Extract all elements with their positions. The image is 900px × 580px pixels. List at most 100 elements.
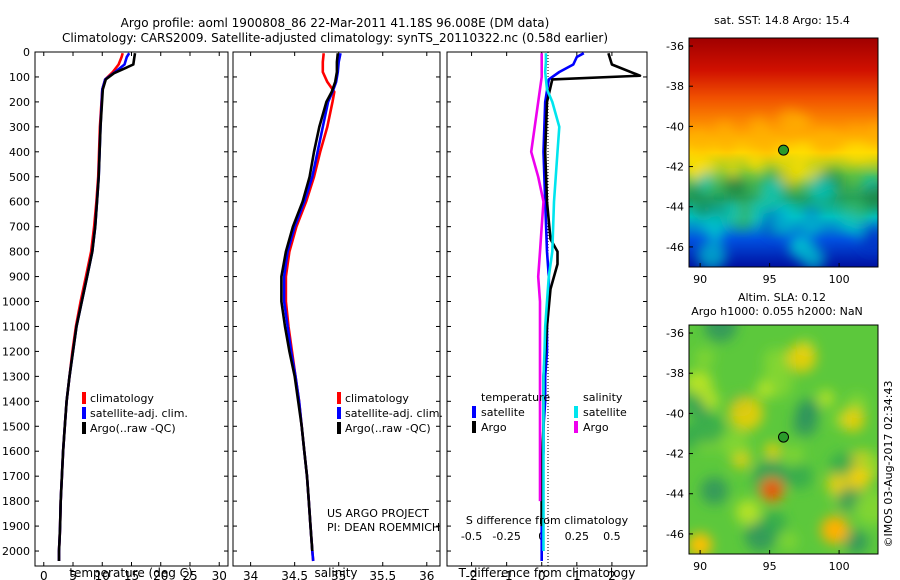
lat-tick-label: -38 (666, 367, 684, 380)
lat-tick-label: -40 (666, 407, 684, 420)
lon-tick-label: 90 (693, 273, 707, 286)
sla-texture-blob (689, 370, 713, 397)
lon-tick-label: 95 (763, 560, 777, 573)
y-tick-label: 600 (9, 196, 30, 209)
legend-label-s-satellite: satellite (583, 406, 627, 419)
sst-texture-blob (690, 137, 702, 150)
sst-texture-blob (689, 185, 703, 199)
salinity-panel: 34 34.5 35 35.5 36 salinity climatology sate… (232, 51, 443, 580)
legend-label-t-satellite: satellite (481, 406, 525, 419)
sla-texture-blob (763, 348, 790, 374)
sst-map-ticks: -36 -38 -40 -42 -44 -46 90 95 100 (666, 40, 850, 286)
y-tick-label: 1300 (2, 370, 30, 383)
legend-title-salinity: salinity (583, 391, 623, 404)
legend-swatch-satellite (337, 407, 341, 419)
y-tick-label: 1700 (2, 470, 30, 483)
sst-texture-blob (724, 204, 742, 221)
legend-label-t-argo: Argo (481, 421, 507, 434)
sla-map-frame (688, 324, 879, 555)
legend-label-satellite: satellite-adj. clim. (345, 407, 443, 420)
sst-map: sat. SST: 14.8 Argo: 15.4 -36 -38 -40 -42 -4… (666, 14, 879, 286)
sst-texture-blob (810, 129, 835, 154)
legend-label-argo: Argo(..raw -QC) (345, 422, 431, 435)
lon-tick-label: 90 (693, 560, 707, 573)
lat-tick-label: -42 (666, 161, 684, 174)
sla-texture-blob (845, 467, 869, 491)
sst-texture-blob (793, 114, 812, 134)
t-difference-xlabel: T difference from climatology (458, 566, 636, 580)
depth-ticks: 0 100 200 300 400 500 600 700 800 900 1000 1100 1200… (2, 46, 30, 558)
legend-swatch-climatology (337, 392, 341, 404)
sla-texture-blob (694, 348, 714, 368)
sla-texture-blob (766, 484, 778, 496)
sst-texture-blob (746, 151, 762, 167)
y-tick-label: 100 (9, 71, 30, 84)
temperature-lines (57, 52, 137, 561)
series-line-1 (57, 52, 131, 561)
difference-axes-frame (446, 51, 648, 567)
legend-swatch-argo (82, 422, 86, 434)
x-tick-label: 30 (212, 569, 227, 580)
sst-texture-blob (699, 201, 712, 214)
sst-texture-blob (866, 122, 878, 143)
x-tick-label: 34.5 (281, 569, 308, 580)
series-line-2 (57, 52, 137, 561)
temperature-ticks: 0 5 10 15 20 25 30 (35, 51, 228, 580)
sst-texture-blob (858, 226, 878, 254)
y-tick-label: 0 (23, 46, 30, 59)
sla-texture-blob (756, 381, 773, 398)
y-tick-label: 400 (9, 146, 30, 159)
lat-tick-label: -36 (666, 40, 684, 53)
sst-texture-blob (716, 133, 738, 154)
x-tick-label: 15 (124, 569, 139, 580)
x-tick-label: 20 (153, 569, 168, 580)
sla-texture-blob (701, 391, 720, 410)
sla-texture-blob (692, 413, 725, 445)
sst-texture (689, 109, 878, 267)
y-tick-label: 1600 (2, 445, 30, 458)
sla-texture-blob (735, 499, 761, 525)
series-line-2 (542, 53, 561, 551)
x-tick-label: 35.5 (369, 569, 396, 580)
legend-title-temperature: temperature (481, 391, 550, 404)
lat-tick-label: -40 (666, 120, 684, 133)
sla-texture-blob (841, 408, 865, 432)
y-tick-label: 1400 (2, 395, 30, 408)
x-tick-label: 36 (419, 569, 434, 580)
sst-texture-blob (760, 178, 786, 203)
y-tick-label: 900 (9, 271, 30, 284)
legend-label-s-argo: Argo (583, 421, 609, 434)
sst-texture-blob (793, 144, 812, 163)
salinity-ticks: 34 34.5 35 35.5 36 (233, 51, 440, 580)
lat-tick-label: -36 (666, 327, 684, 340)
x-tick-label: -2 (466, 569, 478, 580)
legend-label-climatology: climatology (345, 392, 409, 405)
difference-ticks: -2 -1 0 1 2 (447, 51, 647, 580)
sst-texture-blob (758, 127, 773, 142)
sla-texture-blob (786, 343, 817, 373)
legend-label-argo: Argo(..raw -QC) (90, 422, 176, 435)
argo-location-marker (778, 431, 789, 443)
sla-texture-blob (728, 396, 764, 431)
salinity-axes-frame (232, 51, 441, 567)
y-tick-label: 1000 (2, 296, 30, 309)
temperature-panel: 0 5 10 15 20 25 30 0 100 200 300 400 500 600 700 800 90… (2, 46, 229, 580)
series-line-1 (282, 52, 342, 562)
legend-swatch-satellite (82, 407, 86, 419)
project-annotation: US ARGO PROJECT (327, 507, 429, 520)
legend-swatch-argo (337, 422, 341, 434)
sla-texture-blob (700, 476, 729, 505)
salinity-lines (280, 52, 342, 562)
header-line-1: Argo profile: aoml 1900808_86 22-Mar-201… (121, 16, 550, 30)
sla-texture-blob (784, 445, 804, 465)
s-diff-tick-label: 0.25 (565, 530, 590, 543)
lat-tick-label: -46 (666, 241, 684, 254)
y-tick-label: 200 (9, 96, 30, 109)
s-diff-tick-label: -0.5 (461, 530, 482, 543)
x-tick-label: 0 (538, 569, 546, 580)
legend-label-satellite: satellite-adj. clim. (90, 407, 188, 420)
lon-tick-label: 100 (829, 560, 850, 573)
x-tick-label: 2 (608, 569, 616, 580)
x-tick-label: 25 (182, 569, 197, 580)
sst-texture-blob (776, 158, 806, 187)
